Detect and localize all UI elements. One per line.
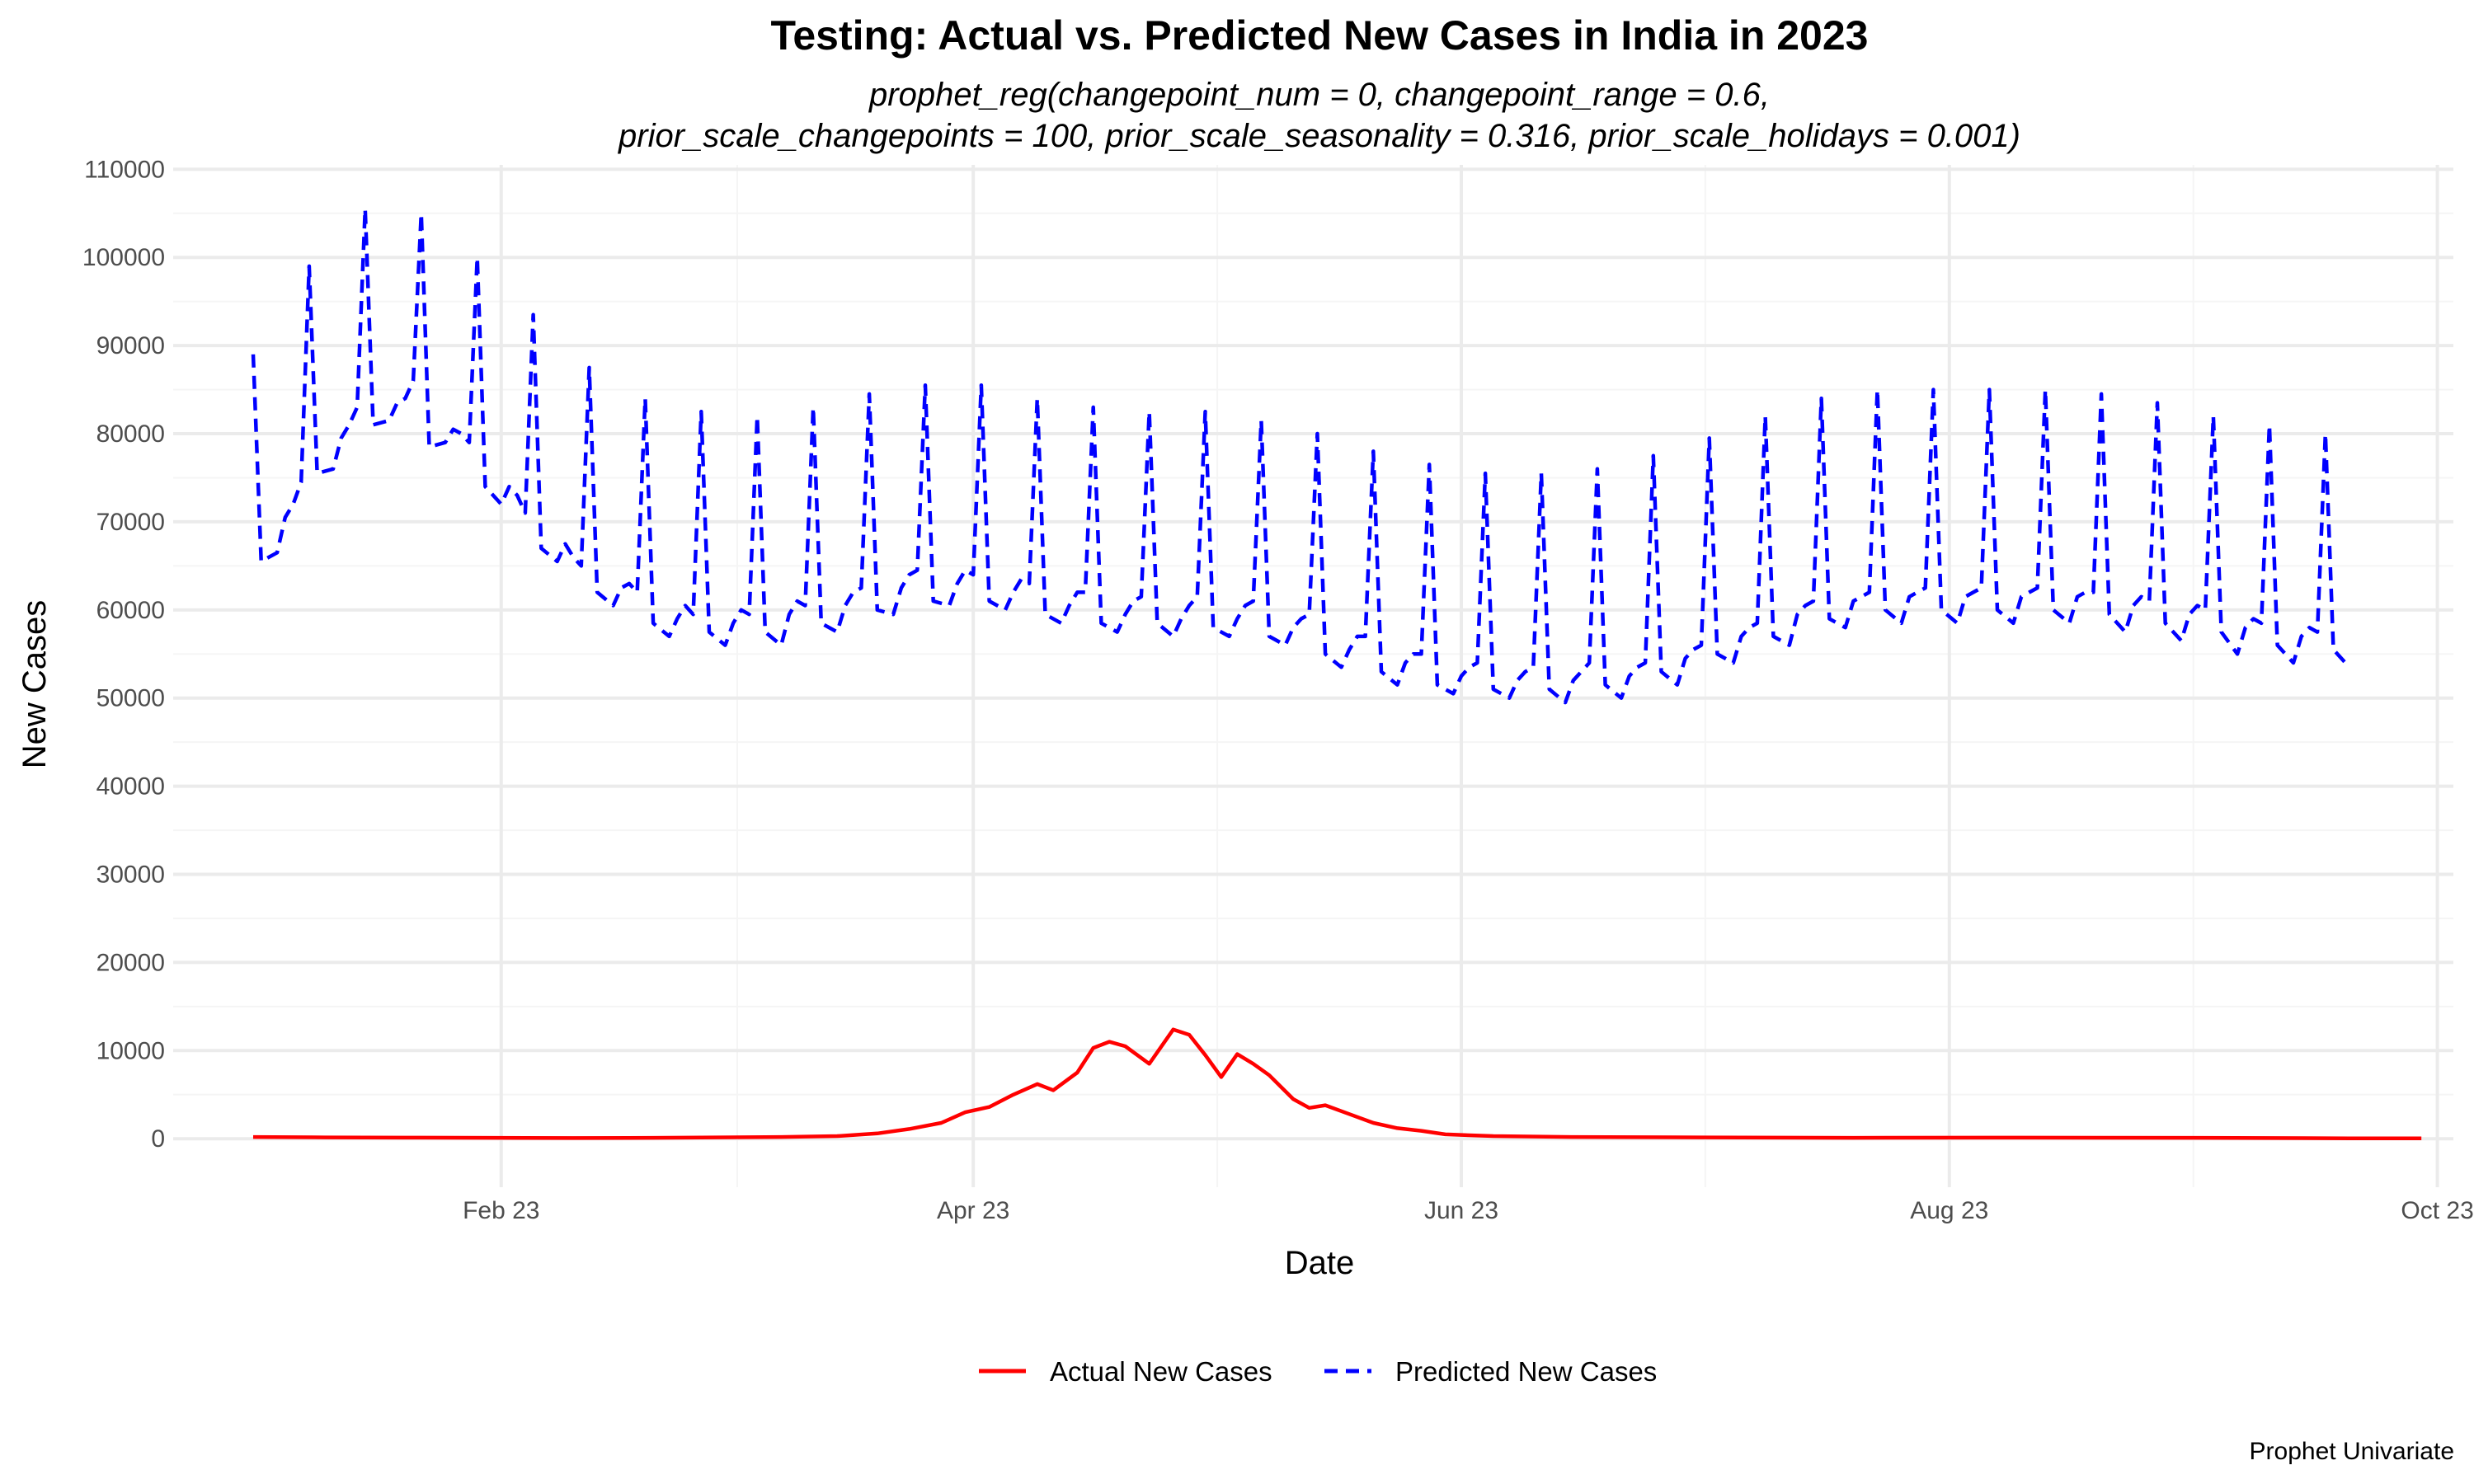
y-tick-label: 80000 [96, 420, 165, 448]
y-axis-ticks: 0 10000 20000 30000 40000 50000 60000 70000 8000… [82, 156, 165, 1153]
legend-label-actual: Actual New Cases [1050, 1356, 1272, 1387]
x-axis-ticks: Feb 23 Apr 23 Jun 23 Aug 23 Oct 23 [463, 1197, 2474, 1224]
y-tick-label: 60000 [96, 597, 165, 624]
x-tick-label: Feb 23 [463, 1197, 539, 1224]
x-tick-label: Jun 23 [1424, 1197, 1498, 1224]
y-axis-title: New Cases [16, 600, 53, 769]
y-tick-label: 0 [151, 1125, 165, 1153]
y-tick-label: 70000 [96, 509, 165, 536]
y-tick-label: 30000 [96, 862, 165, 889]
plot-series [251, 207, 2422, 1140]
y-tick-label: 20000 [96, 949, 165, 976]
y-tick-label: 40000 [96, 773, 165, 801]
y-tick-label: 110000 [84, 156, 165, 183]
chart-caption: Prophet Univariate [2250, 1438, 2454, 1465]
x-tick-label: Oct 23 [2401, 1197, 2473, 1224]
y-tick-label: 50000 [96, 685, 165, 712]
legend-label-predicted: Predicted New Cases [1395, 1356, 1657, 1387]
y-tick-label: 10000 [96, 1037, 165, 1064]
legend: Actual New Cases Predicted New Cases [979, 1356, 1657, 1387]
x-axis-title: Date [1285, 1245, 1355, 1281]
y-tick-label: 90000 [96, 332, 165, 359]
x-tick-label: Aug 23 [1910, 1197, 1988, 1224]
series-line-predicted [251, 207, 2351, 705]
chart-subtitle-line-2: prior_scale_changepoints = 100, prior_sc… [618, 118, 2020, 154]
y-tick-label: 100000 [82, 244, 165, 271]
series-line-actual [252, 1027, 2422, 1140]
grid-lines [173, 165, 2453, 1187]
x-tick-label: Apr 23 [937, 1197, 1009, 1224]
chart-title: Testing: Actual vs. Predicted New Cases … [771, 12, 1869, 59]
chart-subtitle-line-1: prophet_reg(changepoint_num = 0, changep… [868, 77, 1770, 113]
